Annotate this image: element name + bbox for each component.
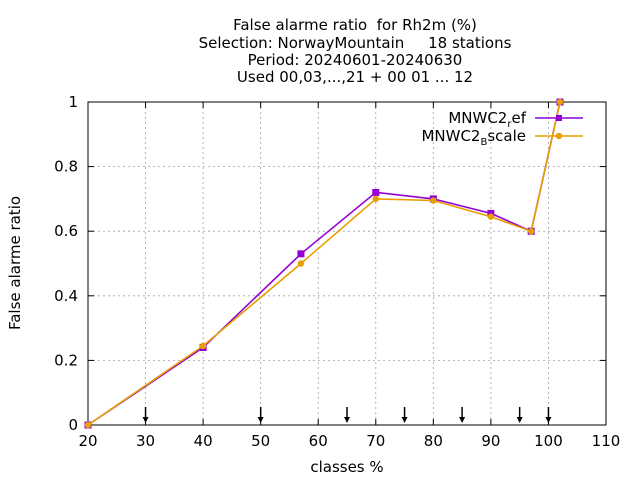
- legend-label-1: MNWC2ref: [448, 109, 526, 130]
- x-tick-label: 50: [251, 432, 270, 450]
- y-tick-label: 0.2: [54, 351, 78, 369]
- data-point-series-2: [199, 342, 207, 350]
- legend-swatch-marker-2: [555, 132, 563, 140]
- series-lines: [84, 98, 564, 429]
- plot-frame: [87, 101, 607, 426]
- threshold-arrow-head: [142, 417, 149, 423]
- x-tick-label: 70: [366, 432, 385, 450]
- x-tick-label: 100: [534, 432, 563, 450]
- data-point-series-2: [372, 195, 379, 203]
- chart-title-line-2: Selection: NorwayMountain 18 stations: [198, 34, 512, 52]
- threshold-arrow: [516, 407, 523, 423]
- chart-title-line-1: False alarme ratio for Rh2m (%): [233, 16, 477, 34]
- threshold-arrow: [545, 407, 552, 423]
- data-point-series-2: [430, 197, 437, 204]
- threshold-arrow: [459, 407, 466, 423]
- y-tick-label: 1: [68, 93, 78, 111]
- legend-swatch-marker-1: [556, 115, 562, 121]
- threshold-arrows: [142, 407, 552, 423]
- data-point-series-1: [297, 250, 305, 258]
- x-tick-label: 90: [481, 432, 500, 450]
- y-tick-label: 0.4: [54, 287, 78, 305]
- data-point-series-2: [297, 260, 305, 267]
- x-tick-label: 80: [424, 432, 443, 450]
- legend-label-rest: ef: [511, 109, 526, 127]
- threshold-arrow-head: [459, 417, 466, 423]
- x-tick-label: 20: [78, 432, 97, 450]
- legend-label-main: MNWC2: [448, 109, 507, 127]
- y-tick-label: 0.6: [54, 222, 78, 240]
- legend-label-rest: scale: [487, 127, 526, 145]
- series-line-2: [87, 101, 561, 426]
- data-point-series-2: [556, 98, 564, 106]
- x-tick-label: 60: [309, 432, 328, 450]
- y-tick-label: 0.8: [54, 158, 78, 176]
- y-tick-label: 0: [68, 416, 78, 434]
- threshold-arrow-head: [344, 417, 350, 423]
- threshold-arrow-head: [401, 417, 408, 423]
- x-axis-label: classes %: [310, 458, 383, 476]
- threshold-arrow: [257, 407, 264, 423]
- legend-label-sub: B: [480, 137, 487, 148]
- x-tick-label: 110: [592, 432, 621, 450]
- grid-lines: [88, 102, 606, 425]
- chart-title-line-4: Used 00,03,...,21 + 00 01 ... 12: [236, 68, 474, 86]
- threshold-arrow: [142, 407, 149, 423]
- threshold-arrow: [401, 407, 408, 423]
- threshold-arrow: [344, 407, 350, 423]
- x-tick-label: 40: [194, 432, 213, 450]
- legend-label-main: MNWC2: [421, 127, 480, 145]
- chart-title-line-3: Period: 20240601-20240630: [247, 51, 463, 69]
- data-point-series-2: [527, 228, 535, 235]
- data-point-series-2: [487, 213, 495, 220]
- legend-label-sub: r: [507, 119, 512, 130]
- axis-ticks: 20 30 40 50 60 70 80 90 100 110 0 0.2 0.4 0.6 0.8 1: [54, 93, 620, 450]
- threshold-arrow-head: [257, 417, 264, 423]
- threshold-arrow-head: [545, 417, 552, 423]
- y-axis-label: False alarme ratio: [6, 196, 24, 330]
- legend-label-2: MNWC2Bscale: [421, 127, 526, 148]
- x-tick-label: 30: [136, 432, 155, 450]
- data-point-series-1: [372, 188, 380, 196]
- threshold-arrow-head: [516, 417, 523, 423]
- data-point-series-2: [84, 421, 92, 429]
